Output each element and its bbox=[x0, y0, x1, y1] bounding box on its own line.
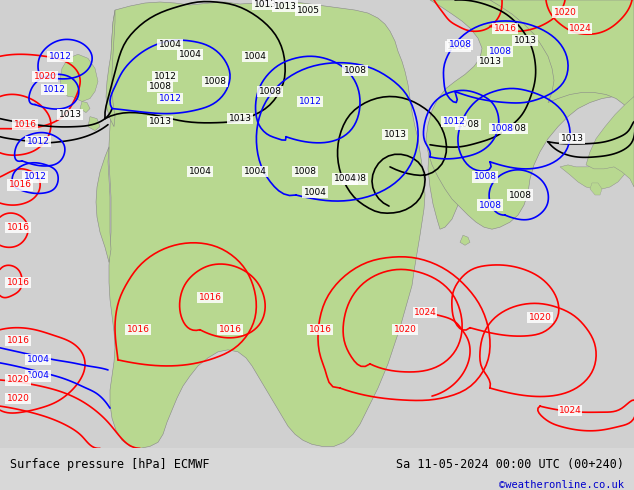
Text: 1016: 1016 bbox=[6, 278, 30, 287]
Text: 1020: 1020 bbox=[553, 7, 576, 17]
Text: Surface pressure [hPa] ECMWF: Surface pressure [hPa] ECMWF bbox=[10, 458, 209, 471]
Text: 1012: 1012 bbox=[443, 117, 465, 126]
Text: 1004: 1004 bbox=[243, 52, 266, 61]
Text: 1008: 1008 bbox=[508, 191, 531, 199]
Text: 1013: 1013 bbox=[254, 0, 276, 8]
Text: 1008: 1008 bbox=[148, 82, 172, 91]
Text: 1012: 1012 bbox=[49, 52, 72, 61]
Text: 1008: 1008 bbox=[294, 168, 316, 176]
Text: 1016: 1016 bbox=[219, 325, 242, 334]
Text: 1012: 1012 bbox=[299, 97, 321, 106]
Text: 1012: 1012 bbox=[27, 137, 49, 146]
Text: 1008: 1008 bbox=[479, 200, 501, 210]
Text: 1020: 1020 bbox=[394, 325, 417, 334]
Polygon shape bbox=[106, 10, 115, 126]
Text: 1013: 1013 bbox=[384, 130, 406, 139]
Text: 1008: 1008 bbox=[474, 172, 496, 181]
Text: 1008: 1008 bbox=[259, 87, 281, 96]
Text: 1020: 1020 bbox=[6, 393, 29, 403]
Polygon shape bbox=[460, 235, 470, 245]
Text: 1008: 1008 bbox=[204, 77, 226, 86]
Text: 1004: 1004 bbox=[158, 40, 181, 49]
Text: 1004: 1004 bbox=[179, 50, 202, 59]
Text: 1013: 1013 bbox=[514, 36, 536, 45]
Text: 1013: 1013 bbox=[273, 1, 297, 10]
Text: ©weatheronline.co.uk: ©weatheronline.co.uk bbox=[500, 480, 624, 490]
Text: 1012: 1012 bbox=[23, 172, 46, 181]
Polygon shape bbox=[428, 117, 464, 229]
Text: 1016: 1016 bbox=[6, 222, 30, 232]
Polygon shape bbox=[60, 54, 98, 101]
Text: 1016: 1016 bbox=[13, 120, 37, 129]
Text: 1004: 1004 bbox=[333, 174, 356, 183]
Text: 1013: 1013 bbox=[560, 134, 583, 143]
Text: 1008: 1008 bbox=[344, 174, 366, 183]
Polygon shape bbox=[560, 137, 634, 189]
Text: 1004: 1004 bbox=[243, 168, 266, 176]
Text: 1013: 1013 bbox=[479, 57, 501, 66]
Text: 1013: 1013 bbox=[148, 117, 172, 126]
Text: Sa 11-05-2024 00:00 UTC (00+240): Sa 11-05-2024 00:00 UTC (00+240) bbox=[396, 458, 624, 471]
Text: 1008: 1008 bbox=[503, 124, 526, 133]
Polygon shape bbox=[586, 97, 634, 187]
Polygon shape bbox=[80, 101, 90, 113]
Text: 1013: 1013 bbox=[58, 110, 82, 119]
Text: 1024: 1024 bbox=[413, 308, 436, 317]
Text: 1016: 1016 bbox=[8, 180, 32, 190]
Text: 1008: 1008 bbox=[448, 40, 472, 49]
Polygon shape bbox=[88, 117, 100, 131]
Text: 1005: 1005 bbox=[297, 5, 320, 15]
Polygon shape bbox=[426, 0, 634, 229]
Text: 1012: 1012 bbox=[153, 72, 176, 81]
Text: 1008: 1008 bbox=[489, 47, 512, 56]
Text: 1016: 1016 bbox=[198, 293, 221, 302]
Text: 1008: 1008 bbox=[491, 124, 514, 133]
Text: 1004: 1004 bbox=[27, 355, 49, 365]
Text: 1024: 1024 bbox=[559, 406, 581, 415]
Text: 1024: 1024 bbox=[569, 24, 592, 33]
Polygon shape bbox=[96, 147, 111, 262]
Polygon shape bbox=[109, 2, 425, 448]
Text: 1008: 1008 bbox=[344, 66, 366, 75]
Text: 1016: 1016 bbox=[493, 24, 517, 33]
Text: 1020: 1020 bbox=[6, 375, 29, 385]
Text: 1008: 1008 bbox=[446, 42, 470, 51]
Text: 1020: 1020 bbox=[529, 313, 552, 322]
Polygon shape bbox=[590, 183, 602, 195]
Text: 1016: 1016 bbox=[309, 325, 332, 334]
Polygon shape bbox=[0, 0, 115, 448]
Text: 1012: 1012 bbox=[158, 94, 181, 103]
Text: 1016: 1016 bbox=[6, 336, 30, 345]
Text: 1004: 1004 bbox=[27, 371, 49, 380]
Text: 1020: 1020 bbox=[34, 72, 56, 81]
Text: 1004: 1004 bbox=[188, 168, 211, 176]
Text: 1016: 1016 bbox=[127, 325, 150, 334]
Text: 1012: 1012 bbox=[42, 85, 65, 94]
Text: 1004: 1004 bbox=[304, 188, 327, 196]
Text: 1013: 1013 bbox=[228, 114, 252, 123]
Polygon shape bbox=[490, 0, 634, 122]
Text: 1008: 1008 bbox=[456, 120, 479, 129]
